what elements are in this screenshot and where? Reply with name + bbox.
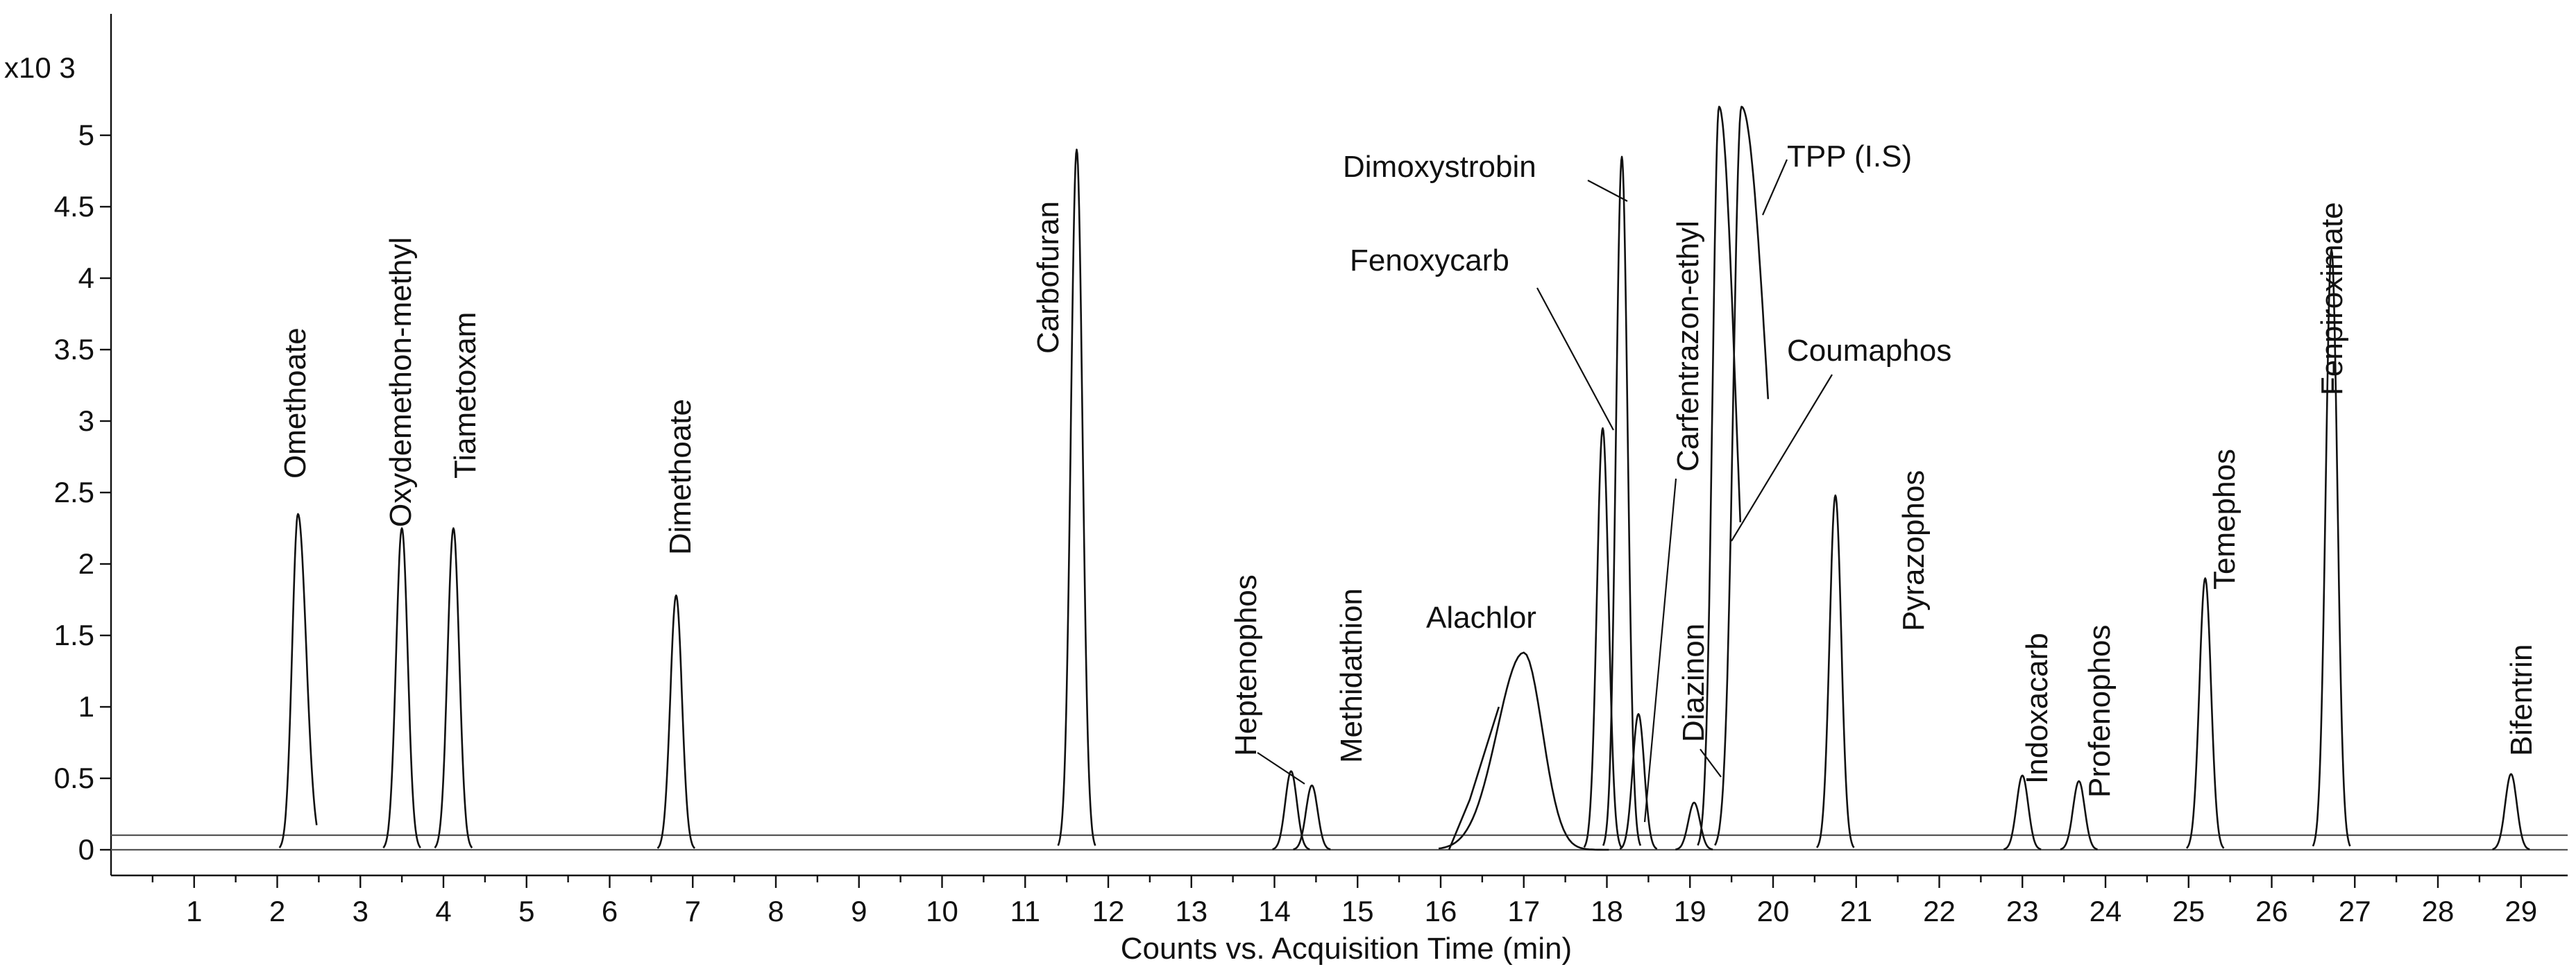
x-tick-label: 10 [926, 895, 958, 927]
x-tick-label: 19 [1674, 895, 1706, 927]
peak-profenophos [2060, 780, 2098, 850]
x-tick-label: 18 [1591, 895, 1623, 927]
peak-temephos [2185, 577, 2225, 849]
peak-fenoxycarb [1583, 427, 1622, 848]
peak-alachlor-shoulder [1448, 706, 1500, 850]
peak-omethoate [278, 513, 318, 848]
x-tick-label: 21 [1840, 895, 1872, 927]
y-tick-label: 3 [78, 404, 94, 437]
peak-label-bifentrin: Bifentrin [2505, 644, 2539, 756]
peak-carfentrazon-ethyl [1619, 713, 1658, 850]
peak-label-omethoate: Omethoate [278, 327, 312, 479]
y-tick-label: 0 [78, 833, 94, 866]
x-tick-label: 28 [2422, 895, 2455, 927]
x-tick-label: 1 [186, 895, 202, 927]
x-tick-label: 2 [269, 895, 285, 927]
x-tick-label: 27 [2339, 895, 2371, 927]
leader-line-heptenophos [1257, 752, 1305, 785]
peak-bifentrin [2492, 773, 2530, 850]
x-tick-label: 22 [1923, 895, 1956, 927]
peak-label-oxydemethon-methyl: Oxydemethon-methyl [384, 237, 418, 527]
peak-label-dimethoate: Dimethoate [663, 399, 697, 555]
x-axis-title: Counts vs. Acquisition Time (min) [1121, 932, 1572, 966]
y-tick-label: 5 [78, 119, 94, 151]
peak-label-profenophos: Profenophos [2083, 624, 2117, 798]
y-tick-label: 2 [78, 547, 94, 580]
leader-line-dimoxystrobin [1587, 180, 1628, 202]
peak-dimethoate [656, 594, 696, 849]
peak-indoxacarb [2003, 774, 2042, 850]
peak-label-tpp-i-s-: TPP (I.S) [1787, 139, 1912, 173]
y-tick-label: 0.5 [54, 762, 94, 794]
peak-label-fenoxycarb: Fenoxycarb [1350, 243, 1509, 277]
y-tick-label: 1 [78, 690, 94, 723]
peak-label-heptenophos: Heptenophos [1229, 574, 1263, 756]
peak-tiametoxam [434, 527, 473, 849]
leader-line-coumaphos [1731, 374, 1833, 542]
peak-label-tiametoxam: Tiametoxam [448, 312, 482, 479]
x-tick-label: 5 [518, 895, 534, 927]
leader-line-fenoxycarb [1536, 287, 1614, 431]
x-tick-label: 14 [1258, 895, 1291, 927]
peak-label-temephos: Temephos [2208, 449, 2242, 590]
y-tick-label: 4 [78, 262, 94, 294]
leader-line-tpp-i-s- [1761, 159, 1788, 216]
peak-alachlor [1438, 651, 1609, 851]
x-tick-label: 17 [1507, 895, 1540, 927]
x-tick-label: 11 [1010, 895, 1040, 927]
y-tick-label: 3.5 [54, 333, 94, 366]
x-tick-label: 16 [1425, 895, 1457, 927]
x-tick-label: 6 [602, 895, 618, 927]
x-tick-label: 23 [2006, 895, 2039, 927]
x-tick-label: 13 [1175, 895, 1208, 927]
x-tick-label: 26 [2255, 895, 2288, 927]
x-tick-label: 7 [685, 895, 701, 927]
peak-dimoxystrobin [1602, 155, 1642, 846]
x-tick-label: 12 [1092, 895, 1125, 927]
leader-line-diazinon [1700, 748, 1722, 778]
peak-label-carfentrazon-ethyl: Carfentrazon-ethyl [1671, 221, 1705, 472]
peak-pyrazophos [1815, 494, 1855, 848]
peak-fenpiroximate [2312, 248, 2351, 847]
peak-heptenophos [1272, 770, 1310, 850]
peak-label-alachlor: Alachlor [1426, 601, 1536, 635]
x-tick-label: 3 [353, 895, 368, 927]
peak-label-fenpiroximate: Fenpiroximate [2315, 202, 2349, 395]
y-tick-label: 4.5 [54, 190, 94, 223]
x-tick-label: 4 [435, 895, 451, 927]
y-tick-label: 2.5 [54, 476, 94, 508]
x-tick-label: 29 [2505, 895, 2537, 927]
x-tick-label: 8 [768, 895, 783, 927]
y-scale-label: x10 3 [4, 51, 76, 84]
peak-oxydemethon-methyl [382, 527, 421, 849]
peak-label-pyrazophos: Pyrazophos [1897, 470, 1931, 631]
peak-methidathion [1293, 785, 1331, 850]
peak-label-indoxacarb: Indoxacarb [2020, 633, 2054, 784]
x-tick-label: 20 [1757, 895, 1790, 927]
x-tick-label: 24 [2090, 895, 2122, 927]
peak-carbofuran [1057, 148, 1096, 846]
peak-label-diazinon: Diazinon [1677, 624, 1711, 742]
peak-label-methidathion: Methidathion [1334, 588, 1368, 763]
x-tick-label: 25 [2172, 895, 2205, 927]
peak-label-carbofuran: Carbofuran [1031, 201, 1065, 354]
x-tick-label: 9 [851, 895, 867, 927]
y-tick-label: 1.5 [54, 619, 94, 651]
peak-label-coumaphos: Coumaphos [1787, 334, 1951, 368]
peak-label-dimoxystrobin: Dimoxystrobin [1343, 150, 1536, 184]
leader-line-carfentrazon-ethyl [1643, 478, 1677, 823]
peak-diazinon [1675, 801, 1713, 850]
peak-tpp-i-s- [1714, 105, 1770, 846]
x-tick-label: 15 [1341, 895, 1374, 927]
peak-coumaphos [1697, 105, 1742, 846]
